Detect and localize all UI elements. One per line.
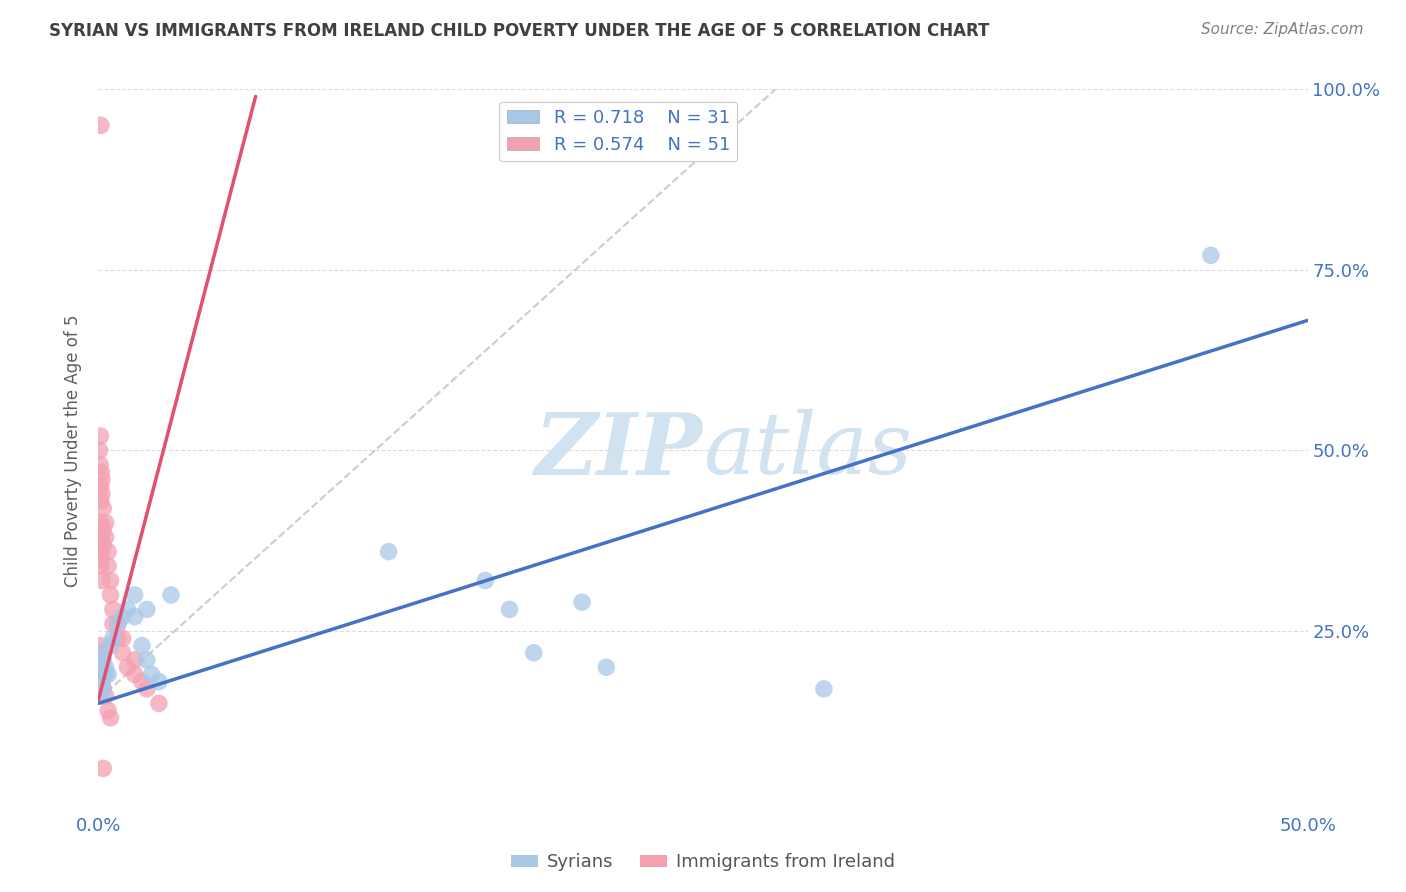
Legend: Syrians, Immigrants from Ireland: Syrians, Immigrants from Ireland — [503, 847, 903, 879]
Point — [124, 588, 146, 602]
Point — [97, 667, 120, 681]
Point — [124, 653, 146, 667]
Point — [90, 537, 112, 551]
Point — [101, 616, 124, 631]
Text: atlas: atlas — [703, 409, 912, 491]
Point — [107, 616, 129, 631]
Point — [91, 487, 114, 501]
Point — [91, 472, 114, 486]
Point — [89, 516, 111, 530]
Point — [100, 639, 122, 653]
Point — [90, 559, 112, 574]
Point — [89, 674, 111, 689]
Point — [94, 516, 117, 530]
Point — [148, 674, 170, 689]
Point — [90, 674, 112, 689]
Point — [117, 660, 139, 674]
Point — [101, 632, 124, 646]
Point — [135, 681, 157, 696]
Point — [94, 660, 117, 674]
Point — [107, 632, 129, 646]
Point — [91, 674, 114, 689]
Point — [91, 653, 114, 667]
Point — [91, 523, 114, 537]
Point — [90, 660, 112, 674]
Point — [107, 616, 129, 631]
Point — [90, 660, 112, 674]
Point — [141, 667, 163, 681]
Point — [91, 501, 114, 516]
Point — [94, 689, 117, 703]
Point — [91, 761, 114, 775]
Point — [91, 537, 114, 551]
Point — [135, 653, 157, 667]
Text: ZIP: ZIP — [536, 409, 703, 492]
Point — [100, 574, 122, 588]
Point — [97, 544, 120, 558]
Point — [117, 602, 139, 616]
Point — [111, 646, 134, 660]
Point — [91, 681, 114, 696]
Point — [90, 544, 112, 558]
Text: Source: ZipAtlas.com: Source: ZipAtlas.com — [1201, 22, 1364, 37]
Point — [89, 681, 111, 696]
Point — [571, 595, 593, 609]
Point — [90, 646, 112, 660]
Legend: R = 0.718    N = 31, R = 0.574    N = 51: R = 0.718 N = 31, R = 0.574 N = 51 — [499, 102, 737, 161]
Point — [90, 667, 112, 681]
Point — [160, 588, 183, 602]
Point — [90, 480, 112, 494]
Point — [523, 646, 546, 660]
Point — [97, 559, 120, 574]
Y-axis label: Child Poverty Under the Age of 5: Child Poverty Under the Age of 5 — [65, 314, 83, 587]
Point — [595, 660, 617, 674]
Point — [90, 667, 112, 681]
Point — [89, 639, 111, 653]
Point — [124, 609, 146, 624]
Point — [90, 530, 112, 544]
Point — [135, 602, 157, 616]
Point — [90, 689, 112, 703]
Point — [111, 609, 134, 624]
Point — [91, 574, 114, 588]
Point — [100, 588, 122, 602]
Point — [813, 681, 835, 696]
Point — [131, 674, 153, 689]
Point — [90, 646, 112, 660]
Point — [94, 667, 117, 681]
Point — [90, 465, 112, 479]
Point — [148, 696, 170, 710]
Point — [498, 602, 520, 616]
Point — [1199, 248, 1222, 262]
Point — [101, 602, 124, 616]
Point — [91, 667, 114, 681]
Point — [90, 653, 112, 667]
Point — [91, 681, 114, 696]
Point — [90, 119, 112, 133]
Point — [90, 551, 112, 566]
Point — [90, 494, 112, 508]
Text: SYRIAN VS IMMIGRANTS FROM IRELAND CHILD POVERTY UNDER THE AGE OF 5 CORRELATION C: SYRIAN VS IMMIGRANTS FROM IRELAND CHILD … — [49, 22, 990, 40]
Point — [111, 632, 134, 646]
Point — [89, 429, 111, 443]
Point — [89, 458, 111, 472]
Point — [94, 530, 117, 544]
Point — [124, 667, 146, 681]
Point — [89, 443, 111, 458]
Point — [474, 574, 496, 588]
Point — [377, 544, 399, 558]
Point — [100, 711, 122, 725]
Point — [97, 704, 120, 718]
Point — [131, 639, 153, 653]
